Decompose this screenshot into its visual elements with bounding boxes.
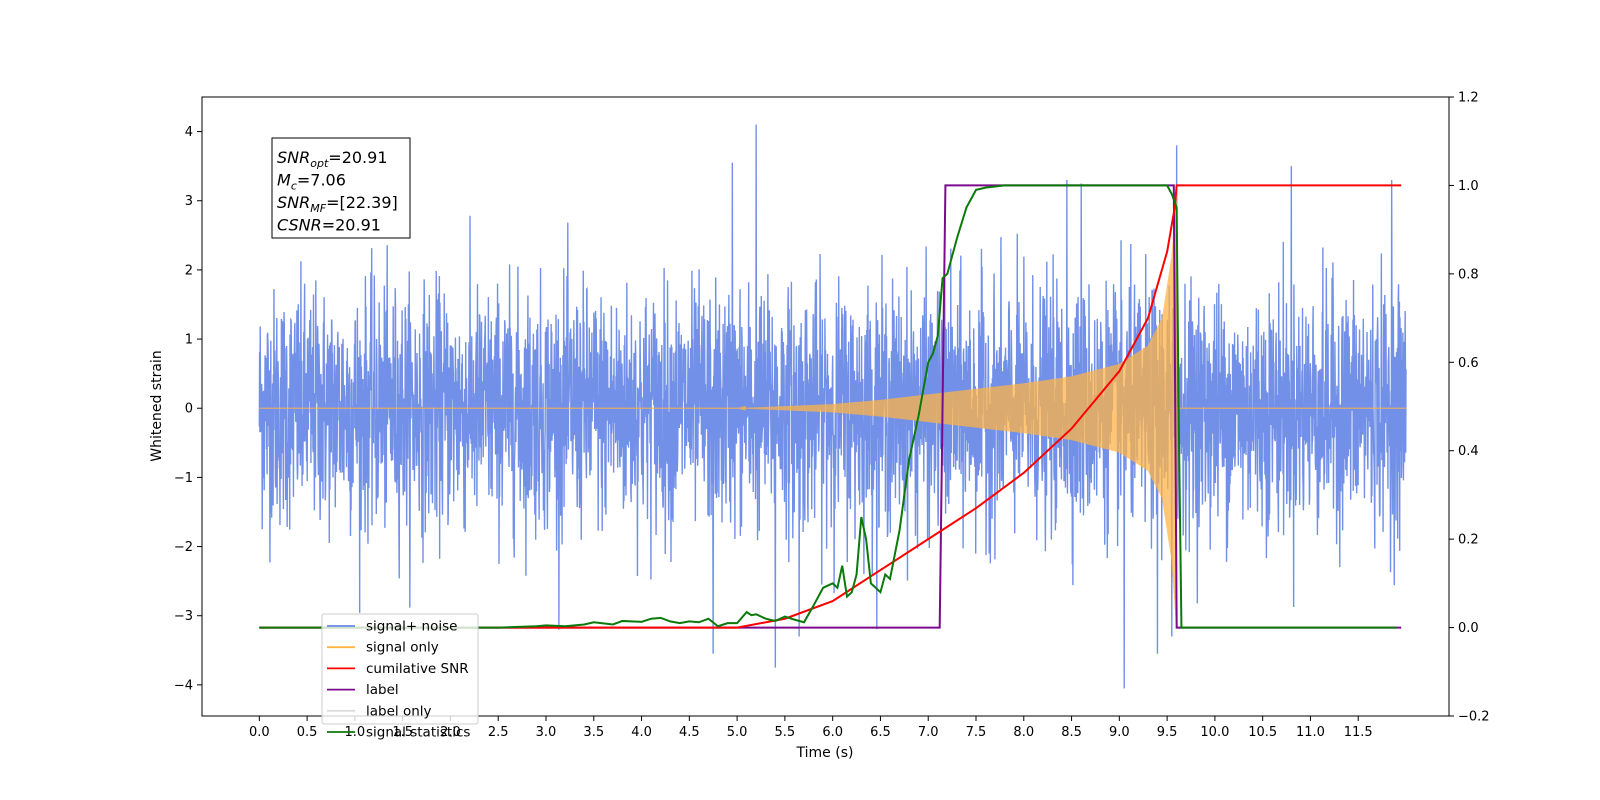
annotation-box-frame xyxy=(271,137,411,239)
x-tick-label: 7.0 xyxy=(918,725,939,740)
y-axis-right: −0.2 0.0 0.2 0.4 0.6 0.8 1.0 1.2 xyxy=(1449,91,1490,725)
x-tick-label: 1.5 xyxy=(392,725,413,740)
legend-label: label only xyxy=(366,703,432,719)
x-tick-label: 0.0 xyxy=(249,725,270,740)
annotation-line: CSNR=20.91 xyxy=(277,216,381,235)
x-tick-label: 9.5 xyxy=(1157,725,1178,740)
series-signal-noise-line xyxy=(258,124,1407,689)
y-left-tick-label: 1 xyxy=(185,333,193,348)
y-left-tick-label: −1 xyxy=(174,471,193,486)
x-tick-label: 3.0 xyxy=(536,725,557,740)
x-tick-label: 4.5 xyxy=(679,725,700,740)
x-tick-label: 3.5 xyxy=(583,725,604,740)
plot-frame xyxy=(201,96,1450,717)
x-tick-label: 5.5 xyxy=(775,725,796,740)
annotation-line: Mc=7.06 xyxy=(277,171,346,193)
x-tick-label: 9.0 xyxy=(1109,725,1130,740)
y-right-tick-label: 0.6 xyxy=(1458,356,1479,371)
x-tick-label: 6.5 xyxy=(870,725,891,740)
plot-area xyxy=(258,124,1407,689)
y-left-tick-label: 0 xyxy=(185,402,193,417)
x-tick-label: 6.0 xyxy=(822,725,843,740)
y-right-tick-label: 0.4 xyxy=(1458,444,1479,459)
annotation-line: SNRMF=[22.39] xyxy=(277,193,398,215)
y-left-tick-label: 4 xyxy=(185,125,193,140)
x-tick-label: 0.5 xyxy=(297,725,318,740)
x-tick-label: 2.0 xyxy=(440,725,461,740)
legend-label: signal statistics xyxy=(366,725,470,741)
x-tick-label: 2.5 xyxy=(488,725,509,740)
x-tick-label: 4.0 xyxy=(631,725,652,740)
y-left-tick-label: −3 xyxy=(174,609,193,624)
x-tick-label: 7.5 xyxy=(966,725,987,740)
x-tick-label: 11.5 xyxy=(1344,725,1373,740)
annotation-line: SNRopt=20.91 xyxy=(277,148,388,170)
x-tick-label: 10.5 xyxy=(1248,725,1277,740)
y-right-tick-label: 1.2 xyxy=(1458,91,1479,106)
x-tick-label: 8.5 xyxy=(1061,725,1082,740)
legend-label: signal only xyxy=(366,640,439,656)
legend-label: signal+ noise xyxy=(366,619,457,635)
y-left-tick-label: −2 xyxy=(174,540,193,555)
legend: signal+ noise signal only cumilative SNR la… xyxy=(321,613,479,741)
y-axis-left: −4 −3 −2 −1 0 1 2 3 4 xyxy=(174,125,202,693)
y-left-tick-label: −4 xyxy=(174,678,193,693)
legend-frame xyxy=(321,613,479,725)
x-tick-label: 10.0 xyxy=(1200,725,1229,740)
series-cumulative-snr-line xyxy=(259,184,1402,629)
series-signal-only-line xyxy=(259,192,1406,627)
x-tick-label: 11.0 xyxy=(1296,725,1325,740)
y-axis-left-title: Whitened strain xyxy=(149,350,165,461)
y-left-tick-label: 3 xyxy=(185,194,193,209)
y-left-tick-label: 2 xyxy=(185,263,193,278)
x-tick-label: 8.0 xyxy=(1013,725,1034,740)
y-right-tick-label: 0.2 xyxy=(1458,533,1479,548)
legend-label: label xyxy=(366,682,399,698)
y-right-tick-label: 1.0 xyxy=(1458,179,1479,194)
x-axis-title: Time (s) xyxy=(796,745,854,761)
legend-label: cumilative SNR xyxy=(366,661,469,677)
x-axis: 0.0 0.5 1.0 1.5 2.0 2.5 3.0 3.5 4.0 4.5 5.0 5.5 6.0 6… xyxy=(249,716,1373,740)
series-signal-statistics-line xyxy=(259,184,1397,629)
y-right-tick-label: 0.8 xyxy=(1458,267,1479,282)
y-right-tick-label: −0.2 xyxy=(1458,710,1490,725)
x-tick-label: 5.0 xyxy=(727,725,748,740)
stats-annotation-box: SNRopt=20.91Mc=7.06SNRMF=[22.39]CSNR=20.… xyxy=(271,137,411,239)
y-right-tick-label: 0.0 xyxy=(1458,621,1479,636)
